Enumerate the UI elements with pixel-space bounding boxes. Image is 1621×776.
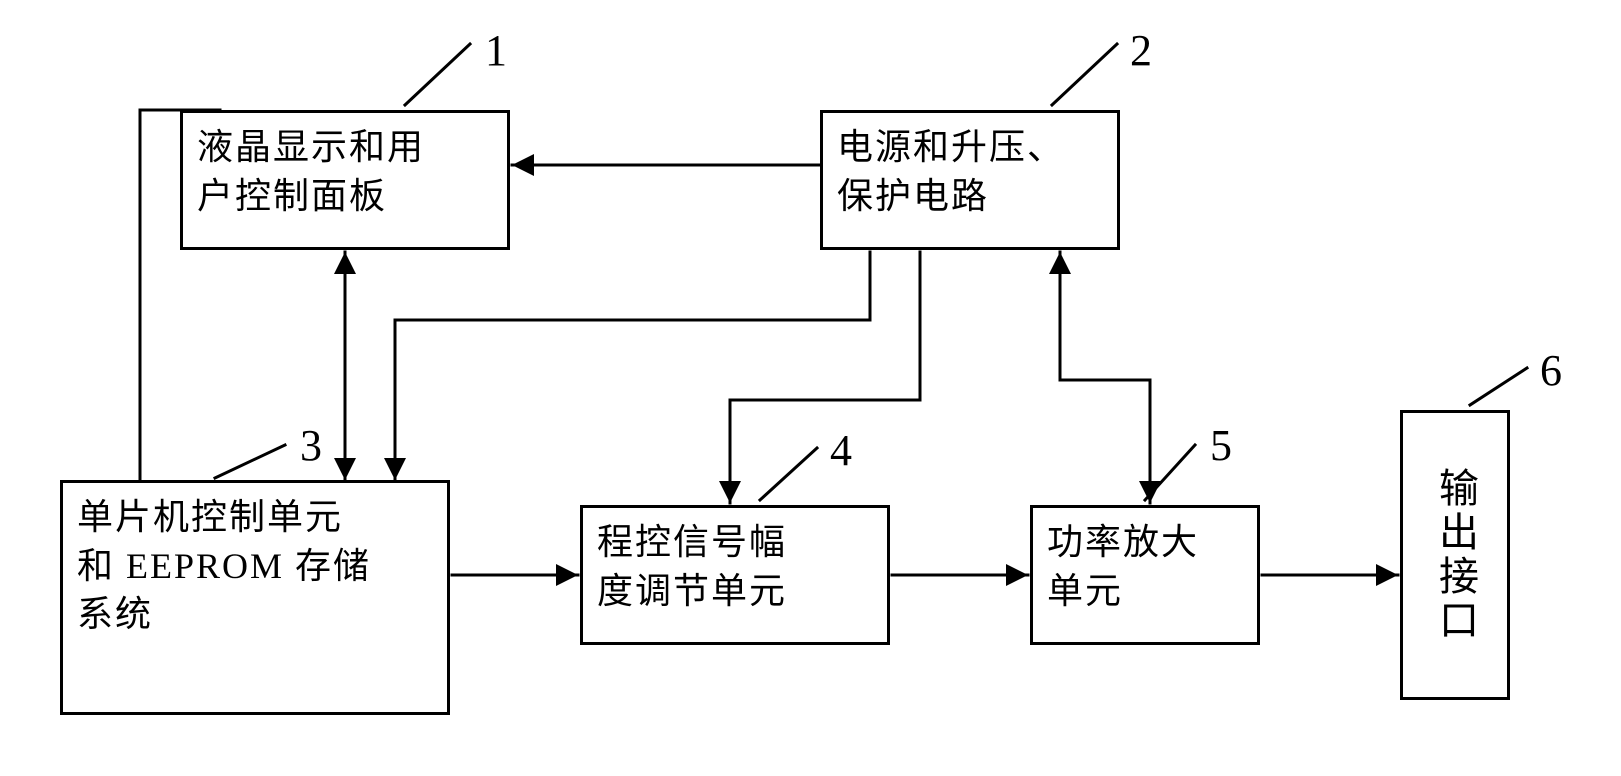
callout-2: 2 xyxy=(1130,25,1152,76)
callout-1: 1 xyxy=(485,25,507,76)
callout-6: 6 xyxy=(1540,345,1562,396)
box-mcu-eeprom-text: 单片机控制单元 和 EEPROM 存储 系统 xyxy=(77,493,371,639)
box-signal-amp-adjust-text: 程控信号幅 度调节单元 xyxy=(597,518,787,615)
box-lcd-panel-text: 液晶显示和用 户控制面板 xyxy=(197,123,425,220)
box-power-protect: 电源和升压、 保护电路 xyxy=(820,110,1120,250)
callout-4: 4 xyxy=(830,425,852,476)
callout-3: 3 xyxy=(300,420,322,471)
box-power-amp: 功率放大 单元 xyxy=(1030,505,1260,645)
box-output-port-text: 输出接口 xyxy=(1428,467,1482,643)
box-lcd-panel: 液晶显示和用 户控制面板 xyxy=(180,110,510,250)
box-output-port: 输出接口 xyxy=(1400,410,1510,700)
box-power-protect-text: 电源和升压、 保护电路 xyxy=(837,123,1065,220)
callout-5: 5 xyxy=(1210,420,1232,471)
box-power-amp-text: 功率放大 单元 xyxy=(1047,518,1199,615)
box-mcu-eeprom: 单片机控制单元 和 EEPROM 存储 系统 xyxy=(60,480,450,715)
box-signal-amp-adjust: 程控信号幅 度调节单元 xyxy=(580,505,890,645)
